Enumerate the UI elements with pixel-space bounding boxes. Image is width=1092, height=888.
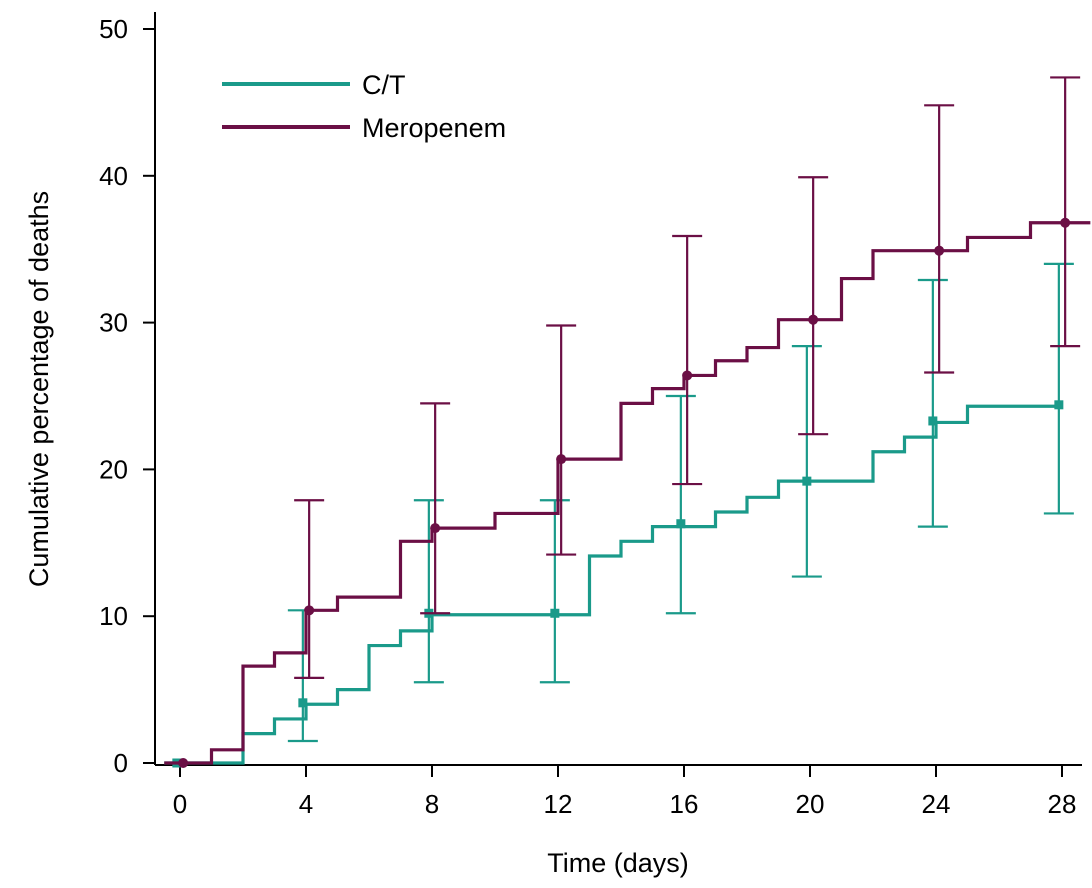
x-tick-label: 16: [670, 789, 699, 819]
y-tick-label: 0: [114, 748, 128, 778]
data-point-meropenem: [934, 245, 945, 256]
plot-area: 0 10 20 30 40 50 0 4 8 12 16 20 24 28: [99, 12, 1091, 819]
y-tick-label: 30: [99, 308, 128, 338]
x-tick-label: 4: [299, 789, 313, 819]
legend: C/T Meropenem: [222, 70, 506, 143]
y-tick-label: 50: [99, 14, 128, 44]
y-tick-label: 10: [99, 601, 128, 631]
y-ticks: 0 10 20 30 40 50: [99, 14, 155, 778]
data-point-ct: [676, 519, 686, 529]
data-point-ct: [928, 416, 938, 426]
data-point-meropenem: [178, 758, 189, 768]
legend-label-ct: C/T: [362, 70, 406, 100]
y-axis-title: Cumulative percentage of deaths: [24, 191, 54, 587]
legend-label-meropenem: Meropenem: [362, 113, 506, 143]
series-ct: [164, 262, 1074, 768]
data-point-ct: [1054, 400, 1064, 410]
step-line-meropenem: [164, 221, 1091, 765]
x-tick-label: 20: [796, 789, 825, 819]
x-tick-label: 0: [173, 789, 187, 819]
data-point-meropenem: [1060, 217, 1071, 228]
series-meropenem: [164, 76, 1091, 768]
data-point-ct: [550, 608, 560, 618]
data-point-meropenem: [304, 605, 315, 616]
x-ticks: 0 4 8 12 16 20 24 28: [173, 765, 1077, 819]
data-point-ct: [802, 476, 812, 486]
x-tick-label: 12: [544, 789, 573, 819]
x-tick-label: 24: [922, 789, 951, 819]
data-point-meropenem: [556, 454, 567, 465]
data-point-meropenem: [682, 370, 693, 381]
data-point-meropenem: [808, 314, 819, 325]
x-axis-title: Time (days): [547, 848, 689, 878]
y-tick-label: 40: [99, 161, 128, 191]
y-tick-label: 20: [99, 454, 128, 484]
data-point-meropenem: [430, 523, 441, 534]
x-tick-label: 8: [425, 789, 439, 819]
x-tick-label: 28: [1048, 789, 1077, 819]
series-layer: [164, 76, 1091, 768]
data-point-ct: [298, 698, 308, 708]
